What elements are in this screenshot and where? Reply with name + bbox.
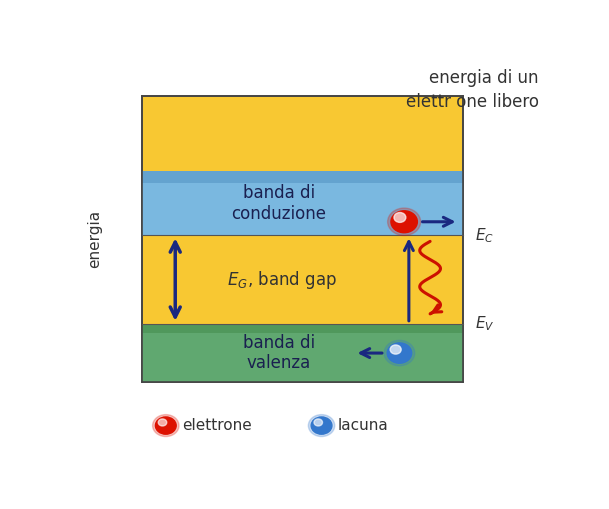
Bar [143,96,463,382]
Bar [143,171,463,183]
Circle shape [155,417,176,434]
Text: energia: energia [88,210,102,268]
Bar [143,171,463,236]
Bar [143,324,463,382]
Text: $E_V$: $E_V$ [475,315,495,333]
Text: banda di
conduzione: banda di conduzione [231,184,326,222]
Circle shape [388,208,421,236]
Circle shape [153,415,179,437]
Text: elettrone: elettrone [182,418,252,433]
Bar [143,324,463,333]
Circle shape [314,419,323,426]
Text: banda di
valenza: banda di valenza [243,334,315,373]
Circle shape [308,415,335,437]
Circle shape [394,213,406,222]
Text: $E_C$: $E_C$ [475,226,494,245]
Text: $E_G$, band gap: $E_G$, band gap [227,269,337,291]
Circle shape [311,417,332,434]
Circle shape [391,211,417,233]
Circle shape [158,419,167,426]
Circle shape [384,341,415,366]
Text: lacuna: lacuna [338,418,389,433]
Circle shape [390,345,401,354]
Circle shape [387,343,412,363]
Text: energia di un
elettr one libero: energia di un elettr one libero [406,69,538,110]
